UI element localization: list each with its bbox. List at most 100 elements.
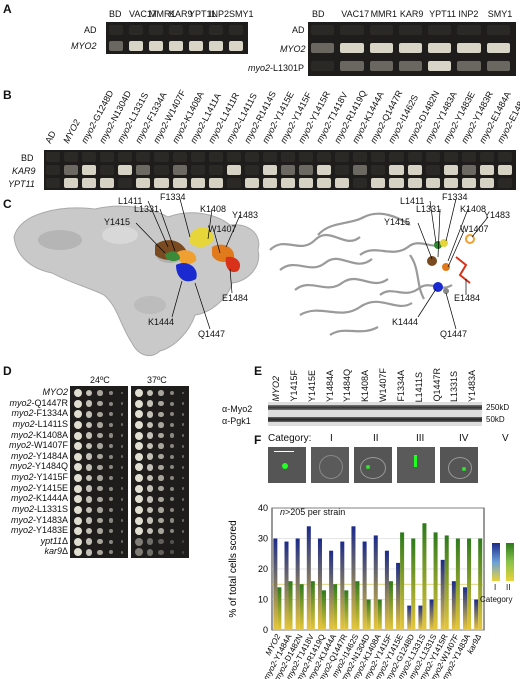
d-dilution-spot <box>181 529 185 533</box>
panel-a-right-plate <box>308 22 516 76</box>
d-dilution-spot <box>97 443 103 449</box>
bar-II <box>467 538 472 630</box>
d-dilution-spot <box>74 442 82 451</box>
b-growth-spot <box>479 165 494 175</box>
panel-label-b: B <box>3 88 12 102</box>
d-dilution-spot <box>85 400 93 407</box>
d-dilution-spot <box>108 518 114 523</box>
surface-model <box>13 205 260 357</box>
d-dilution-spot <box>120 540 124 544</box>
micrograph-i <box>268 447 306 483</box>
b-growth-spot <box>244 152 259 162</box>
d-dilution-spot <box>169 412 175 417</box>
f-category-roman: II <box>373 433 379 444</box>
d-dilution-spot <box>120 476 124 480</box>
d-strain-label: myo2-Y1415E <box>10 482 68 493</box>
bar-II <box>344 590 349 630</box>
b-growth-spot <box>244 165 259 175</box>
a-col-label: YPT11 <box>189 9 216 19</box>
y-tick-label: 10 <box>258 595 268 605</box>
d-dilution-spot <box>108 507 114 512</box>
a-growth-spot <box>129 41 143 51</box>
c-right-y1415: Y1415 <box>384 217 411 227</box>
c-right-w1407: W1407 <box>460 224 489 234</box>
d-dilution-spot <box>85 517 93 524</box>
b-growth-spot <box>154 152 169 162</box>
d-dilution-spot <box>85 464 93 471</box>
a-growth-spot <box>149 25 163 35</box>
a-growth-spot <box>369 43 393 53</box>
d-dilution-spot <box>158 507 164 513</box>
d-dilution-spot <box>146 442 154 450</box>
b-growth-spot <box>154 178 169 188</box>
a-col-label: INP2 <box>209 9 230 19</box>
c-left-e1484: E1484 <box>222 293 249 303</box>
d-dilution-spot <box>74 431 82 440</box>
d-dilution-spot <box>158 549 164 556</box>
a-growth-spot <box>398 43 423 53</box>
d-dilution-spot <box>120 455 124 459</box>
a-growth-spot <box>457 61 481 71</box>
d-dilution-spot <box>85 495 93 503</box>
d-dilution-spot <box>108 412 114 417</box>
b-growth-spot <box>46 165 61 175</box>
e-lane-label: Y1415F <box>288 370 299 402</box>
a-col-label: VAC17 <box>341 9 370 19</box>
a-growth-spot <box>428 61 452 71</box>
b-col-label: MYO2 <box>61 117 83 145</box>
bar-I <box>317 538 322 630</box>
d-dilution-spot <box>158 443 164 449</box>
b-growth-spot <box>226 178 241 188</box>
d-strain-label: myo2-F1334A <box>11 408 68 419</box>
panel-a-right-row-ad: AD <box>292 25 305 35</box>
d-dilution-spot <box>97 517 103 524</box>
d-strain-label: myo2-W1407F <box>8 440 68 451</box>
panel-b-plate <box>44 150 516 190</box>
b-growth-spot <box>100 165 115 175</box>
d-dilution-spot <box>169 433 175 438</box>
a-col-label: SMY1 <box>229 9 254 19</box>
d-dilution-spot <box>108 401 114 406</box>
d-dilution-spot <box>169 529 175 534</box>
d-dilution-spot <box>135 548 143 557</box>
panel-a-left-row-ad: AD <box>84 25 97 35</box>
a-col-label: BD <box>312 9 325 19</box>
e-lane-label: K1408A <box>360 369 371 402</box>
c-left-l1411: L1411 <box>118 196 143 206</box>
d-plate-24 <box>70 386 128 558</box>
c-left-q1447: Q1447 <box>198 329 226 339</box>
d-dilution-spot <box>120 529 124 533</box>
d-dilution-spot <box>146 495 154 503</box>
d-dilution-spot <box>181 476 185 480</box>
d-dilution-spot <box>97 454 103 460</box>
d-dilution-spot <box>97 475 103 481</box>
d-dilution-spot <box>85 485 93 492</box>
b-growth-spot <box>262 165 277 175</box>
bar-II <box>277 587 282 630</box>
c-left-w1407: W1407 <box>208 224 237 234</box>
d-dilution-spot <box>146 527 154 535</box>
c-right-k1444: K1444 <box>392 317 419 327</box>
d-strain-label: myo2-K1408A <box>10 429 68 440</box>
d-dilution-spot <box>181 412 185 416</box>
a-col-label: MMR1 <box>149 9 176 19</box>
c-right-f1334: F1334 <box>442 192 468 202</box>
d-dilution-spot <box>108 454 114 459</box>
bar-I <box>396 562 401 630</box>
d-strain-labels: MYO2 myo2-Q1447R myo2-F1334A myo2-L1411S myo… <box>0 388 68 558</box>
d-dilution-spot <box>108 497 114 502</box>
d-dilution-spot <box>85 453 93 461</box>
e-lane-label: L1411S <box>413 371 424 402</box>
d-dilution-spot <box>120 550 124 554</box>
d-dilution-spot <box>108 486 114 491</box>
micrograph-ii <box>311 447 349 483</box>
bar-II <box>444 535 449 630</box>
b-growth-spot <box>208 152 223 162</box>
c-left-y1483: Y1483 <box>232 210 259 220</box>
a-col-label: KAR9 <box>169 9 193 19</box>
d-dilution-spot <box>158 411 164 417</box>
d-dilution-spot <box>85 527 93 535</box>
e-lane-label: MYO2 <box>271 376 281 402</box>
d-dilution-spot <box>146 506 154 514</box>
